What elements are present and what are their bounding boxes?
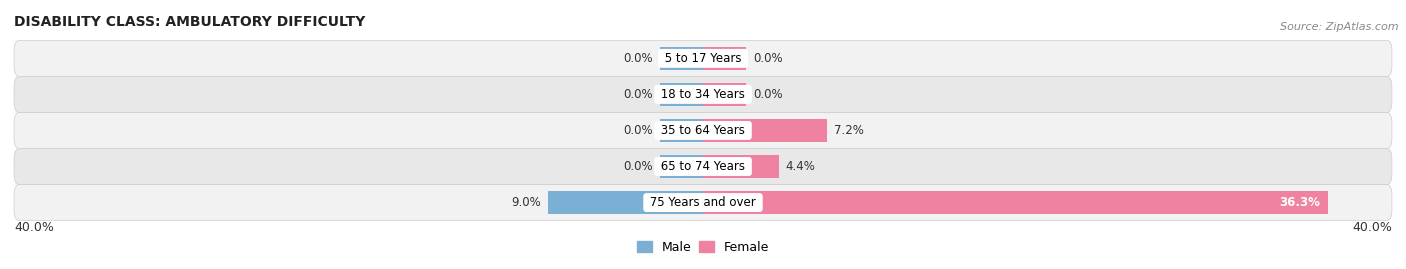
Text: 0.0%: 0.0% [623, 52, 652, 65]
FancyBboxPatch shape [14, 40, 1392, 76]
Bar [548, 191, 703, 214]
Text: 18 to 34 Years: 18 to 34 Years [657, 88, 749, 101]
Bar [659, 155, 703, 178]
Text: 65 to 74 Years: 65 to 74 Years [657, 160, 749, 173]
Text: 40.0%: 40.0% [1353, 221, 1392, 233]
Text: 40.0%: 40.0% [14, 221, 53, 233]
Text: 0.0%: 0.0% [754, 88, 783, 101]
Bar [703, 47, 747, 70]
FancyBboxPatch shape [14, 185, 1392, 221]
Bar [703, 191, 1329, 214]
Text: DISABILITY CLASS: AMBULATORY DIFFICULTY: DISABILITY CLASS: AMBULATORY DIFFICULTY [14, 15, 366, 30]
Text: 5 to 17 Years: 5 to 17 Years [661, 52, 745, 65]
Text: 0.0%: 0.0% [623, 160, 652, 173]
Bar [659, 47, 703, 70]
Text: 35 to 64 Years: 35 to 64 Years [657, 124, 749, 137]
Text: 36.3%: 36.3% [1278, 196, 1320, 209]
FancyBboxPatch shape [14, 148, 1392, 185]
Bar [659, 83, 703, 106]
Legend: Male, Female: Male, Female [637, 241, 769, 254]
Bar [659, 119, 703, 142]
Text: 4.4%: 4.4% [786, 160, 815, 173]
FancyBboxPatch shape [14, 112, 1392, 148]
Bar [703, 119, 827, 142]
Bar [703, 83, 747, 106]
Text: 0.0%: 0.0% [754, 52, 783, 65]
Text: Source: ZipAtlas.com: Source: ZipAtlas.com [1281, 22, 1399, 31]
Text: 0.0%: 0.0% [623, 124, 652, 137]
Text: 7.2%: 7.2% [834, 124, 863, 137]
Text: 9.0%: 9.0% [512, 196, 541, 209]
FancyBboxPatch shape [14, 76, 1392, 112]
Text: 75 Years and over: 75 Years and over [647, 196, 759, 209]
Bar [703, 155, 779, 178]
Text: 0.0%: 0.0% [623, 88, 652, 101]
